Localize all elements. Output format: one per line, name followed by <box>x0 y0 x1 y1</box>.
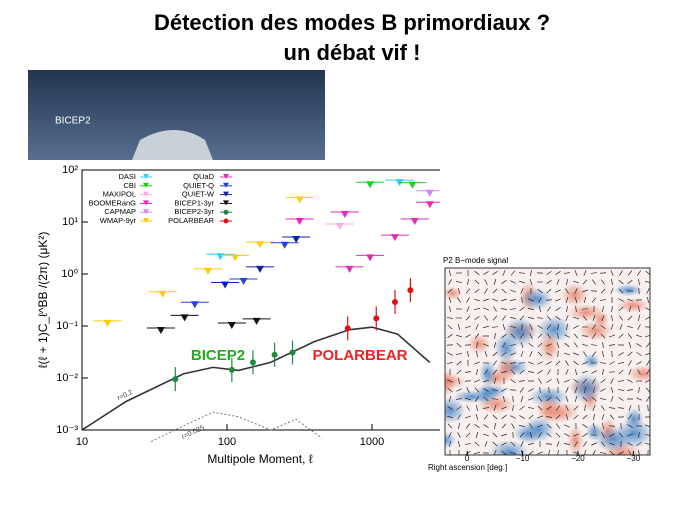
map-blob <box>521 288 553 310</box>
legend-label: BICEP2-3yr <box>174 207 214 216</box>
title-line: un débat vif ! <box>284 40 421 65</box>
title-line: Détection des modes B primordiaux ? <box>154 10 550 35</box>
map-x-label: Right ascension [deg.] <box>428 463 507 472</box>
legend-label: QUaD <box>193 172 214 181</box>
x-tick-label: 100 <box>218 436 236 448</box>
y-tick-label: 10⁻² <box>56 372 78 384</box>
legend-label: CBI <box>123 181 136 190</box>
legend-label: BOOMERanG <box>88 198 136 207</box>
data-point <box>172 376 178 382</box>
photo-label: BICEP2 <box>55 116 91 127</box>
data-point <box>272 352 278 358</box>
map-blob <box>468 334 491 353</box>
data-point <box>250 359 256 365</box>
data-point <box>290 349 296 355</box>
y-tick-label: 10⁻³ <box>56 424 78 436</box>
map-blob <box>496 356 517 382</box>
y-tick-label: 10⁰ <box>61 268 78 280</box>
map-title: P2 B−mode signal <box>443 256 508 265</box>
map-blob <box>476 384 498 405</box>
legend-label: MAXIPOL <box>103 190 136 199</box>
map-blob <box>595 426 633 452</box>
y-axis-label: ℓ(ℓ + 1)C_ℓ^BB /(2π) (μK²) <box>36 232 50 369</box>
legend-label: CAPMAP <box>104 207 136 216</box>
x-axis-label: Multipole Moment, ℓ <box>207 452 312 466</box>
y-tick-label: 10¹ <box>62 216 78 228</box>
data-point <box>229 367 235 373</box>
annotation: BICEP2 <box>191 347 245 364</box>
map-blob <box>579 320 612 340</box>
map-blob <box>614 284 642 296</box>
x-tick-label: 1000 <box>360 436 384 448</box>
map-x-tick-label: 0 <box>465 454 470 463</box>
y-tick-label: 10² <box>62 164 78 176</box>
annotation: POLARBEAR <box>312 347 407 364</box>
map-blob <box>561 283 588 307</box>
map-blob <box>567 425 584 455</box>
data-point <box>407 287 413 293</box>
legend-label: POLARBEAR <box>168 216 214 225</box>
data-point <box>345 325 351 331</box>
map-blob <box>513 424 542 443</box>
x-tick-label: 10 <box>76 436 88 448</box>
legend-label: QUIET-Q <box>183 181 214 190</box>
map-blob <box>583 354 600 368</box>
data-point <box>373 315 379 321</box>
map-x-tick-label: −10 <box>516 454 530 463</box>
legend-marker <box>224 219 229 224</box>
map-blob <box>618 298 649 313</box>
y-tick-label: 10⁻¹ <box>56 320 78 332</box>
map-blob <box>567 304 604 321</box>
map-blob <box>444 286 462 300</box>
legend-marker <box>224 210 229 215</box>
map-blob <box>504 317 536 347</box>
legend-label: DASI <box>118 172 136 181</box>
legend-label: QUIET-W <box>182 190 215 199</box>
map-x-tick-label: −20 <box>571 454 585 463</box>
map-blob <box>537 396 562 423</box>
legend-label: BICEP1-3yr <box>174 198 214 207</box>
data-point <box>392 299 398 305</box>
map-x-tick-label: −30 <box>627 454 641 463</box>
legend-label: WMAP-9yr <box>100 216 137 225</box>
